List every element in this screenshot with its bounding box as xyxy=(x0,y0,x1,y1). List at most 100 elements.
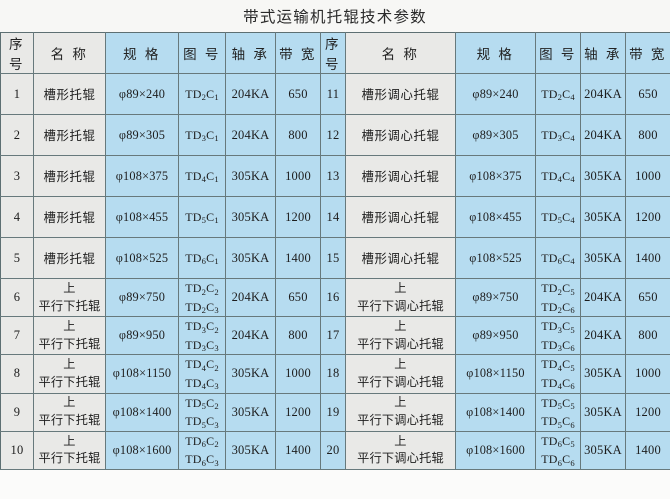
name-stack: 上平行下调心托辊 xyxy=(347,394,454,429)
cell-bearing-left: 305KA xyxy=(225,196,276,238)
cell-no-right: 16 xyxy=(320,278,346,318)
cell-bearing-left: 305KA xyxy=(225,237,276,279)
cell-no-right: 15 xyxy=(320,237,346,279)
drawing-code: TD3C2 xyxy=(185,319,219,335)
table-row: 5 槽形托辊 φ108×525 TD6C1 305KA 1400 15 槽形调心托辊 φ108×… xyxy=(0,237,670,279)
cell-no-right: 20 xyxy=(320,431,346,470)
name-text: 槽形托辊 xyxy=(43,170,96,184)
cell-drawing-left: TD5C1 xyxy=(178,196,226,238)
cell-drawing-left: TD4C1 xyxy=(178,155,226,197)
cell-spec-left: φ108×1150 xyxy=(105,354,179,394)
cell-no-right: 17 xyxy=(320,316,346,356)
name-line-2: 平行下调心托辊 xyxy=(357,298,444,313)
drawing-code: TD5C5 xyxy=(541,395,575,412)
cell-spec-left: φ89×240 xyxy=(105,73,179,115)
header-row: 序号 名 称 规 格 图 号 轴 承 带 宽 序号 名 称 规 格 图 号 轴 … xyxy=(0,32,670,74)
name-line-1: 上 xyxy=(394,280,407,295)
name-text: 槽形调心托辊 xyxy=(361,170,440,184)
cell-belt-left: 1200 xyxy=(275,196,321,238)
cell-belt-right: 1200 xyxy=(625,393,670,432)
cell-name-left: 槽形托辊 xyxy=(33,114,106,156)
cell-no-left: 8 xyxy=(0,354,34,394)
drawing-code: TD5C6 xyxy=(541,414,575,430)
cell-spec-right: φ108×1150 xyxy=(455,354,536,394)
table-row: 8 上平行下托辊 φ108×1150 TD4C2 TD4C3 305KA 1000 18 上平行… xyxy=(0,354,670,394)
cell-bearing-right: 204KA xyxy=(580,73,626,115)
cell-bearing-right: 305KA xyxy=(580,155,626,197)
cell-spec-left: φ108×525 xyxy=(105,237,179,279)
name-line-2: 平行下托辊 xyxy=(38,374,101,389)
name-text: 槽形调心托辊 xyxy=(361,211,440,225)
cell-bearing-right: 305KA xyxy=(580,237,626,279)
drawing-code: TD4C2 xyxy=(185,357,219,373)
header-cell-belt-left: 带 宽 xyxy=(275,32,321,74)
cell-no-right: 13 xyxy=(320,155,346,197)
cell-name-left: 上平行下托辊 xyxy=(33,393,106,432)
cell-bearing-left: 305KA xyxy=(225,393,276,432)
drawing-code: TD2C4 xyxy=(541,86,575,103)
cell-belt-right: 650 xyxy=(625,73,670,115)
cell-drawing-left: TD3C1 xyxy=(178,114,226,156)
cell-name-left: 槽形托辊 xyxy=(33,155,106,197)
cell-no-right: 19 xyxy=(320,393,346,432)
cell-drawing-right: TD5C4 xyxy=(535,196,581,238)
cell-drawing-right: TD4C4 xyxy=(535,155,581,197)
name-line-2: 平行下调心托辊 xyxy=(357,336,444,351)
name-line-1: 上 xyxy=(63,280,76,295)
cell-spec-left: φ108×1400 xyxy=(105,393,179,432)
cell-name-right: 上平行下调心托辊 xyxy=(345,278,456,318)
cell-spec-right: φ89×305 xyxy=(455,114,536,156)
name-line-1: 上 xyxy=(394,357,407,372)
drawing-code: TD6C3 xyxy=(185,452,219,468)
cell-no-right: 12 xyxy=(320,114,346,156)
name-line-2: 平行下托辊 xyxy=(38,336,101,351)
cell-name-right: 槽形调心托辊 xyxy=(345,196,456,238)
drawing-code: TD4C3 xyxy=(185,375,219,392)
name-stack: 上平行下托辊 xyxy=(35,394,104,429)
name-line-2: 平行下托辊 xyxy=(38,298,101,313)
cell-drawing-left: TD6C1 xyxy=(178,237,226,279)
drawing-code: TD2C3 xyxy=(185,299,219,316)
cell-drawing-right: TD2C5 TD2C6 xyxy=(535,278,581,318)
name-stack: 上平行下调心托辊 xyxy=(347,280,454,315)
name-text: 槽形调心托辊 xyxy=(361,129,440,143)
cell-spec-left: φ89×950 xyxy=(105,316,179,356)
cell-name-right: 上平行下调心托辊 xyxy=(345,393,456,432)
header-cell-bearing-left: 轴 承 xyxy=(225,32,276,74)
header-cell-spec-left: 规 格 xyxy=(105,32,179,74)
cell-belt-right: 1200 xyxy=(625,196,670,238)
cell-no-left: 9 xyxy=(0,393,34,432)
drawing-code: TD5C2 xyxy=(185,395,219,412)
cell-spec-left: φ108×375 xyxy=(105,155,179,197)
cell-spec-left: φ89×750 xyxy=(105,278,179,318)
cell-belt-left: 1400 xyxy=(275,237,321,279)
header-cell-bearing-right: 轴 承 xyxy=(580,32,626,74)
cell-bearing-right: 204KA xyxy=(580,278,626,318)
drawing-code: TD3C6 xyxy=(541,337,575,354)
cell-name-right: 上平行下调心托辊 xyxy=(345,431,456,470)
name-line-2: 平行下调心托辊 xyxy=(357,374,444,389)
cell-belt-right: 1000 xyxy=(625,155,670,197)
cell-bearing-left: 305KA xyxy=(225,155,276,197)
cell-spec-right: φ89×240 xyxy=(455,73,536,115)
cell-belt-left: 1000 xyxy=(275,155,321,197)
name-line-1: 上 xyxy=(394,433,407,448)
cell-spec-right: φ89×750 xyxy=(455,278,536,318)
cell-bearing-right: 204KA xyxy=(580,114,626,156)
header-cell-drawing-left: 图 号 xyxy=(178,32,226,74)
cell-name-right: 槽形调心托辊 xyxy=(345,114,456,156)
cell-name-right: 上平行下调心托辊 xyxy=(345,316,456,356)
table-body: 1 槽形托辊 φ89×240 TD2C1 204KA 650 11 槽形调心托辊 φ89×240… xyxy=(0,73,670,470)
cell-bearing-right: 204KA xyxy=(580,316,626,356)
cell-belt-right: 1400 xyxy=(625,431,670,470)
table-row: 6 上平行下托辊 φ89×750 TD2C2 TD2C3 204KA 650 16 上平行下调心… xyxy=(0,278,670,318)
cell-name-right: 上平行下调心托辊 xyxy=(345,354,456,394)
cell-spec-right: φ108×1400 xyxy=(455,393,536,432)
cell-bearing-left: 204KA xyxy=(225,278,276,318)
header-cell-no-left: 序号 xyxy=(0,32,34,74)
cell-belt-right: 650 xyxy=(625,278,670,318)
drawing-code: TD5C3 xyxy=(185,414,219,430)
drawing-code: TD2C5 xyxy=(541,281,575,297)
name-line-1: 上 xyxy=(394,319,407,334)
cell-name-left: 上平行下托辊 xyxy=(33,278,106,318)
